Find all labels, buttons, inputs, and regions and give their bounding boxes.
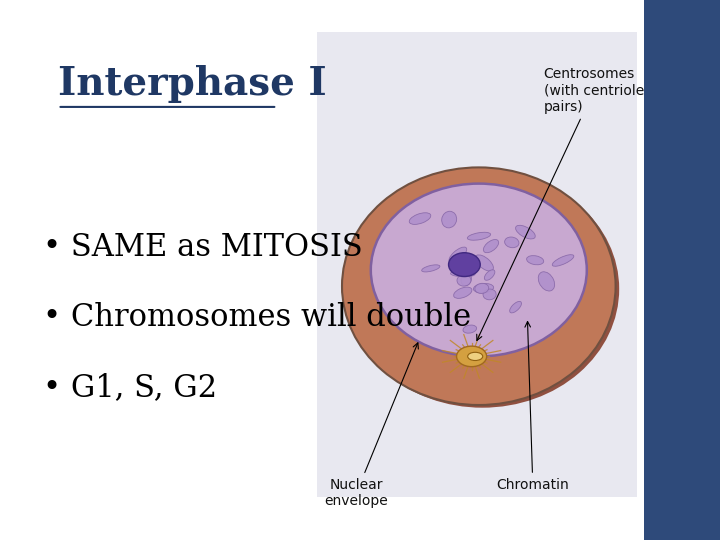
Text: Centrosomes
(with centriole
pairs): Centrosomes (with centriole pairs) — [477, 68, 644, 340]
Ellipse shape — [371, 184, 587, 356]
Ellipse shape — [422, 265, 440, 272]
Ellipse shape — [473, 284, 494, 293]
Ellipse shape — [483, 289, 496, 300]
Ellipse shape — [451, 271, 475, 277]
Ellipse shape — [483, 240, 499, 253]
Text: Chromatin: Chromatin — [496, 321, 570, 492]
Ellipse shape — [467, 232, 490, 240]
Ellipse shape — [342, 167, 616, 405]
Ellipse shape — [516, 225, 535, 239]
Ellipse shape — [510, 301, 521, 313]
Ellipse shape — [505, 237, 519, 248]
Ellipse shape — [461, 273, 472, 286]
Ellipse shape — [346, 170, 619, 408]
Ellipse shape — [409, 213, 431, 225]
Ellipse shape — [475, 284, 489, 293]
Circle shape — [449, 253, 480, 276]
Ellipse shape — [468, 352, 482, 361]
Text: Interphase I: Interphase I — [58, 65, 326, 103]
Ellipse shape — [526, 255, 544, 265]
Ellipse shape — [552, 255, 574, 266]
Ellipse shape — [457, 274, 471, 286]
Ellipse shape — [441, 211, 456, 228]
Ellipse shape — [539, 272, 554, 291]
Ellipse shape — [456, 346, 487, 367]
Ellipse shape — [449, 247, 467, 262]
Ellipse shape — [475, 255, 493, 271]
Ellipse shape — [485, 270, 495, 280]
Text: • Chromosomes will double: • Chromosomes will double — [43, 302, 472, 333]
FancyBboxPatch shape — [644, 0, 720, 540]
Ellipse shape — [463, 325, 477, 333]
FancyBboxPatch shape — [317, 32, 637, 497]
Text: • SAME as MITOSIS: • SAME as MITOSIS — [43, 232, 363, 263]
Ellipse shape — [454, 287, 472, 299]
Text: Nuclear
envelope: Nuclear envelope — [325, 343, 418, 508]
Text: • G1, S, G2: • G1, S, G2 — [43, 373, 217, 403]
